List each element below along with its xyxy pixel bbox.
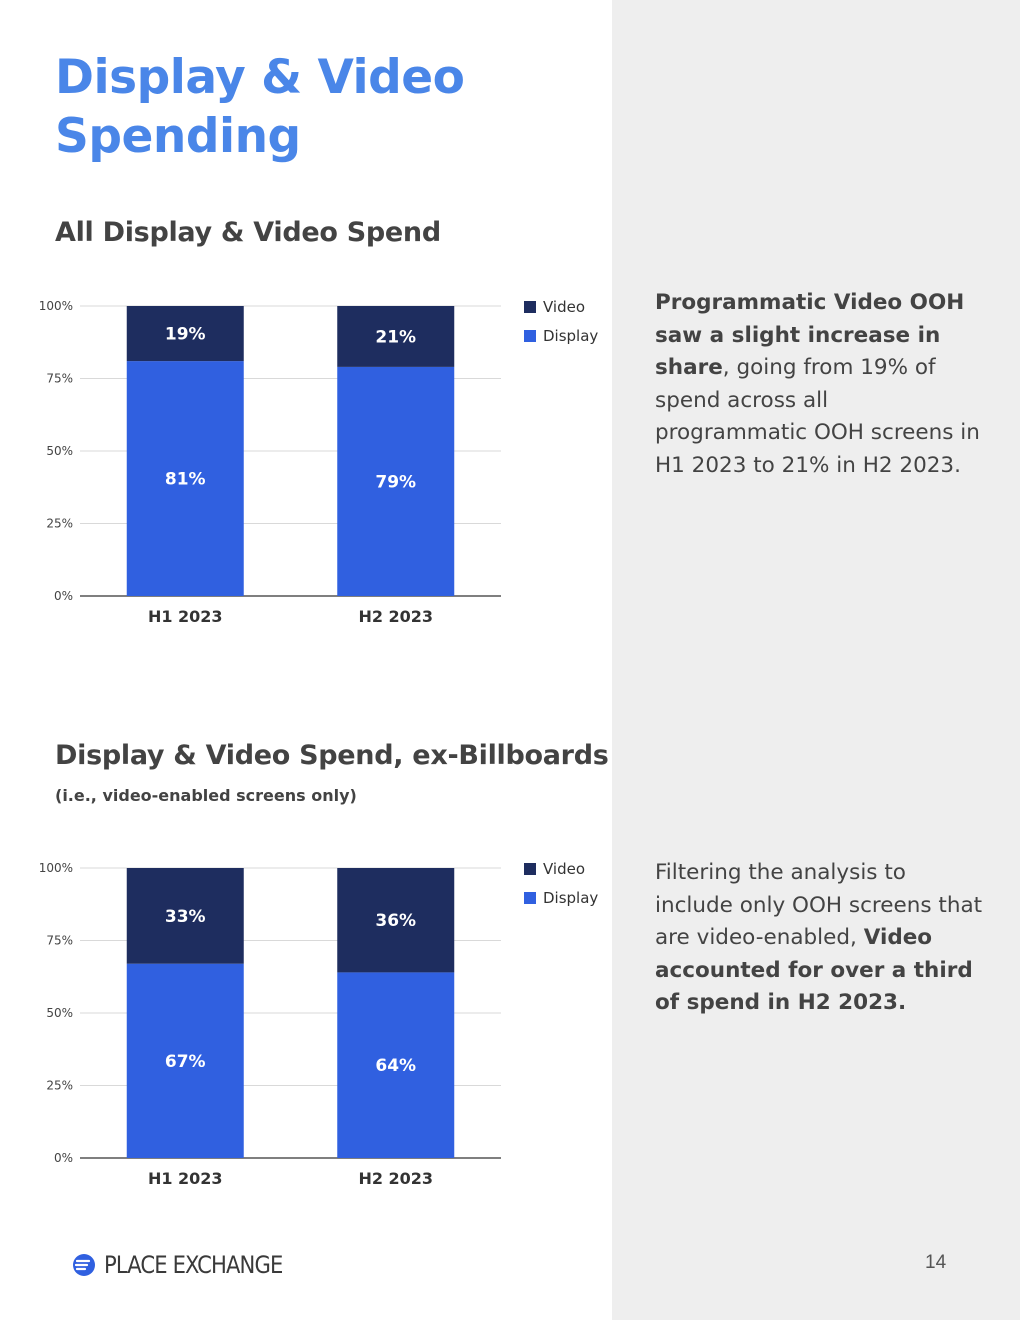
chart-all-spend: 0% 25% 50% 75% 100% 81% 19% H1 2023 79% 21% H2 202… [39, 298, 599, 626]
legend-swatch-display [524, 892, 536, 904]
legend-swatch-video [524, 301, 536, 313]
note-segment: Filtering the analysis to include only O… [655, 860, 983, 950]
note-ex-billboards: Filtering the analysis to include only O… [655, 857, 985, 1020]
bar-value-label: 64% [375, 1056, 416, 1076]
bar-value-label: 79% [375, 472, 416, 492]
bar-value-label: 36% [375, 911, 416, 931]
bar-value-label: 67% [165, 1052, 206, 1072]
place-exchange-icon [73, 1254, 95, 1276]
bar-display [337, 972, 455, 1158]
bar-value-label: 33% [165, 907, 206, 927]
note-all-spend: Programmatic Video OOH saw a slight incr… [655, 287, 985, 482]
bar-display [337, 366, 455, 596]
right-panel [612, 0, 1020, 1320]
brand-name: PLACE EXCHANGE [104, 1251, 283, 1279]
y-tick-label: 75% [46, 934, 73, 948]
y-tick-label: 50% [46, 1006, 73, 1020]
bar-value-label: 21% [375, 327, 416, 347]
note-segment: Video accounted for over a third of spen… [655, 925, 973, 1015]
y-tick-label: 100% [39, 299, 73, 313]
y-tick-label: 0% [54, 589, 73, 603]
legend-label: Video [543, 298, 585, 316]
section-title-all-spend: All Display & Video Spend [55, 217, 441, 248]
bar-value-label: 19% [165, 325, 206, 345]
x-tick-label: H1 2023 [148, 607, 223, 626]
x-tick-label: H1 2023 [148, 1169, 223, 1188]
note-segment: Programmatic Video OOH saw a slight incr… [655, 290, 965, 380]
y-tick-label: 0% [54, 1151, 73, 1165]
bar-display [126, 963, 244, 1158]
legend-label: Video [543, 860, 585, 878]
y-tick-label: 75% [46, 372, 73, 386]
page-number: 14 [925, 1252, 947, 1273]
x-tick-label: H2 2023 [358, 1169, 433, 1188]
y-tick-label: 25% [46, 517, 73, 531]
y-tick-label: 100% [39, 861, 73, 875]
legend-label: Display [543, 327, 598, 345]
note-segment: , going from 19% of spend across all pro… [655, 355, 980, 478]
chart-ex-billboards: 0% 25% 50% 75% 100% 67% 33% H1 2023 64% 36% H2 202… [39, 860, 599, 1188]
bar-video [337, 306, 455, 367]
legend-swatch-video [524, 863, 536, 875]
y-tick-label: 50% [46, 444, 73, 458]
brand-logo: PLACE EXCHANGE [72, 1245, 307, 1285]
page-title: Display & Video Spending [55, 50, 465, 164]
section-subtitle: (i.e., video-enabled screens only) [55, 786, 357, 805]
bar-video [337, 868, 455, 973]
x-tick-label: H2 2023 [358, 607, 433, 626]
bar-video [126, 306, 244, 362]
y-tick-label: 25% [46, 1079, 73, 1093]
legend-label: Display [543, 889, 598, 907]
bar-value-label: 81% [165, 470, 206, 490]
bar-video [126, 868, 244, 964]
legend-swatch-display [524, 330, 536, 342]
section-title-ex-billboards: Display & Video Spend, ex-Billboards [55, 740, 609, 771]
bar-display [126, 361, 244, 596]
